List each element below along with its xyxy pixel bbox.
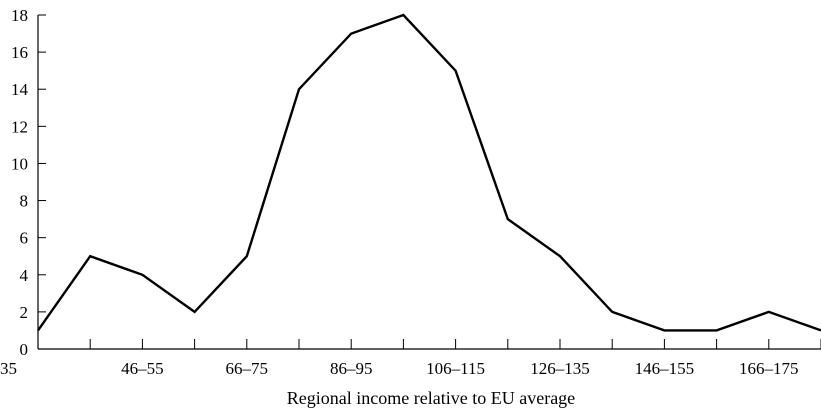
- y-tick-label: 18: [11, 6, 28, 25]
- series-area: [37, 13, 821, 332]
- y-axis: 0 2 4 6 8 10 12 14 16 18: [11, 6, 46, 359]
- x-tick-label: 66–75: [226, 359, 269, 378]
- y-tick-label: 12: [11, 117, 28, 136]
- x-tick-label: 106–115: [426, 359, 485, 378]
- x-tick-label: 86–95: [330, 359, 373, 378]
- x-tick-label: 166–175: [739, 359, 799, 378]
- y-tick-label: 0: [20, 340, 29, 359]
- y-tick-label: 2: [20, 303, 29, 322]
- y-tick-label: 6: [20, 229, 29, 248]
- x-tick-label: 146–155: [635, 359, 695, 378]
- y-tick-label: 4: [20, 266, 29, 285]
- x-axis: 35 46–55 66–75 86–95 106–115 126–135 146–155 16…: [0, 339, 821, 378]
- x-axis-title: Regional income relative to EU average: [287, 388, 575, 408]
- y-tick-label: 14: [11, 80, 29, 99]
- x-tick-label: 46–55: [121, 359, 164, 378]
- series-line: [37, 13, 821, 332]
- x-tick-label: 126–135: [530, 359, 590, 378]
- x-tick-label: 35: [0, 359, 17, 378]
- y-tick-label: 10: [11, 154, 28, 173]
- y-tick-label: 8: [20, 192, 29, 211]
- y-tick-label: 16: [11, 43, 28, 62]
